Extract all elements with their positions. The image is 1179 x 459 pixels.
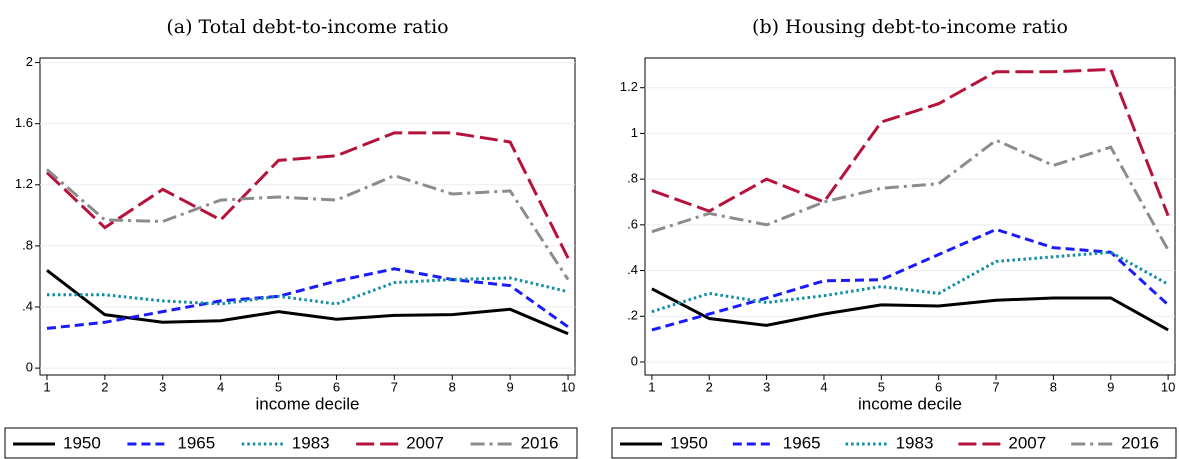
x-tick-label: 4 [217, 379, 224, 394]
x-tick-label: 2 [706, 379, 713, 394]
legend-label: 1950 [63, 433, 101, 452]
x-tick-label: 7 [391, 379, 398, 394]
legend-box [611, 427, 1177, 459]
legend-label: 2007 [406, 433, 444, 452]
x-tick-label: 9 [507, 379, 514, 394]
x-tick-label: 5 [275, 379, 282, 394]
legend-label: 2007 [1008, 433, 1046, 452]
y-tick-label: 1.2 [620, 79, 638, 94]
x-tick-label: 4 [820, 379, 827, 394]
x-tick-label: 6 [935, 379, 942, 394]
y-tick-label: 0 [26, 360, 33, 375]
legend-label: 1950 [670, 433, 708, 452]
y-tick-label: 1.6 [15, 115, 33, 130]
data-line [45, 168, 570, 281]
x-axis-label: income decile [858, 394, 962, 413]
x-tick-label: 8 [1050, 379, 1057, 394]
y-tick-label: .6 [627, 216, 638, 231]
x-tick-label: 6 [333, 379, 340, 394]
x-tick-label: 3 [763, 379, 770, 394]
x-tick-label: 1 [43, 379, 50, 394]
plot-frame [39, 57, 576, 376]
x-tick-label: 8 [449, 379, 456, 394]
legend-label: 1965 [177, 433, 215, 452]
y-tick-label: 0 [631, 353, 638, 368]
x-tick-label: 10 [561, 379, 575, 394]
x-tick-label: 7 [992, 379, 999, 394]
x-tick-label: 1 [648, 379, 655, 394]
legend-box [4, 427, 578, 459]
y-tick-label: .8 [627, 171, 638, 186]
x-tick-label: 9 [1107, 379, 1114, 394]
data-line [651, 227, 1170, 332]
data-line [45, 131, 570, 259]
plot-frame [644, 57, 1176, 376]
data-line [46, 267, 569, 330]
y-tick-label: .4 [627, 262, 638, 277]
data-line [651, 67, 1170, 217]
y-tick-label: 1.2 [15, 176, 33, 191]
data-line [651, 138, 1170, 251]
legend-label: 2016 [521, 433, 559, 452]
x-tick-label: 5 [878, 379, 885, 394]
data-line [651, 287, 1169, 332]
legend-label: 2016 [1121, 433, 1159, 452]
legend-label: 1983 [896, 433, 934, 452]
y-tick-label: .4 [22, 298, 33, 313]
x-tick-label: 2 [101, 379, 108, 394]
data-line [651, 250, 1169, 314]
y-tick-label: .8 [22, 237, 33, 252]
chart-title: (a) Total debt-to-income ratio [166, 16, 448, 38]
y-tick-label: 1 [631, 125, 638, 140]
legend-label: 1983 [292, 433, 330, 452]
x-tick-label: 10 [1161, 379, 1175, 394]
legend-label: 1965 [783, 433, 821, 452]
x-tick-label: 3 [159, 379, 166, 394]
y-tick-label: .2 [627, 308, 638, 323]
data-line [46, 269, 569, 336]
x-axis-label: income decile [256, 394, 360, 413]
y-tick-label: 2 [26, 54, 33, 69]
chart-title: (b) Housing debt-to-income ratio [752, 16, 1068, 38]
data-line [46, 276, 569, 306]
